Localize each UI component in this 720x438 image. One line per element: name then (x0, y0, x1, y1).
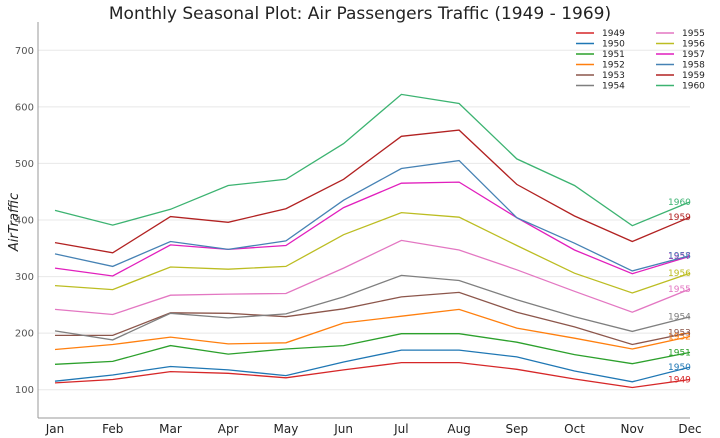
end-label-1957: 1957 (668, 252, 691, 262)
grid-layer (38, 49, 690, 391)
series-line-1959 (54, 129, 691, 254)
x-tick-label: Apr (218, 422, 239, 436)
x-tick-label: Sep (506, 422, 529, 436)
x-tick-label: Dec (678, 422, 701, 436)
series-line-1951 (54, 333, 691, 365)
series-line-1957 (54, 181, 691, 277)
x-tick-label: Feb (102, 422, 123, 436)
x-tick-label: Jul (393, 422, 408, 436)
legend-label-1955: 1955 (682, 29, 705, 39)
legend-label-1950: 1950 (602, 40, 625, 50)
y-tick-label: 500 (15, 159, 34, 170)
legend-label-1953: 1953 (602, 71, 625, 81)
end-label-1949: 1949 (668, 376, 691, 386)
x-tick-label: Jun (333, 422, 353, 436)
series-line-1952 (54, 308, 691, 351)
series-line-1954 (54, 274, 691, 341)
end-label-1956: 1956 (668, 269, 691, 279)
legend-label-1954: 1954 (602, 82, 625, 92)
series-line-1958 (54, 159, 691, 272)
x-tick-label: Nov (621, 422, 644, 436)
series-line-1953 (55, 291, 691, 346)
legend-label-1958: 1958 (682, 61, 705, 71)
y-tick-label: 400 (15, 216, 34, 227)
y-tick-label: 600 (15, 102, 34, 113)
end-label-1959: 1959 (668, 213, 691, 223)
x-tick-label: May (274, 422, 299, 436)
x-tick-label: Oct (564, 422, 585, 436)
y-axis-label: AirTraffic (7, 193, 22, 252)
end-label-1950: 1950 (668, 363, 691, 373)
legend-label-1959: 1959 (682, 71, 705, 81)
end-label-1952: 1952 (668, 333, 691, 343)
series-layer (54, 93, 691, 389)
y-tick-label: 300 (15, 272, 34, 283)
end-label-1954: 1954 (668, 313, 691, 323)
legend-label-1949: 1949 (602, 29, 625, 39)
series-line-1956 (54, 211, 691, 294)
series-line-1949 (54, 361, 691, 389)
legend-label-1960: 1960 (682, 82, 705, 92)
end-label-1953: 1953 (668, 329, 691, 339)
x-tick-label: Aug (447, 422, 470, 436)
x-tick-label: Mar (159, 422, 182, 436)
legend-label-1952: 1952 (602, 61, 625, 71)
axis-layer: 100 200 300 400 500 600 700 Jan Feb Mar Apr May Jun J… (15, 22, 702, 436)
legend-label-1957: 1957 (682, 50, 705, 60)
end-label-1960: 1960 (668, 198, 691, 208)
series-line-1960 (54, 93, 691, 227)
x-tick-label: Jan (45, 422, 65, 436)
chart-title: Monthly Seasonal Plot: Air Passengers Tr… (109, 4, 611, 24)
series-line-1955 (54, 239, 691, 316)
end-label-1958: 1958 (668, 252, 691, 262)
legend-label-1951: 1951 (602, 50, 625, 60)
y-tick-label: 700 (15, 46, 34, 57)
end-label-1951: 1951 (668, 348, 691, 358)
end-label-1955: 1955 (668, 285, 691, 295)
y-tick-label: 200 (15, 329, 34, 340)
legend-label-1956: 1956 (682, 40, 705, 50)
y-tick-label: 100 (15, 385, 34, 396)
series-line-1950 (54, 349, 691, 383)
